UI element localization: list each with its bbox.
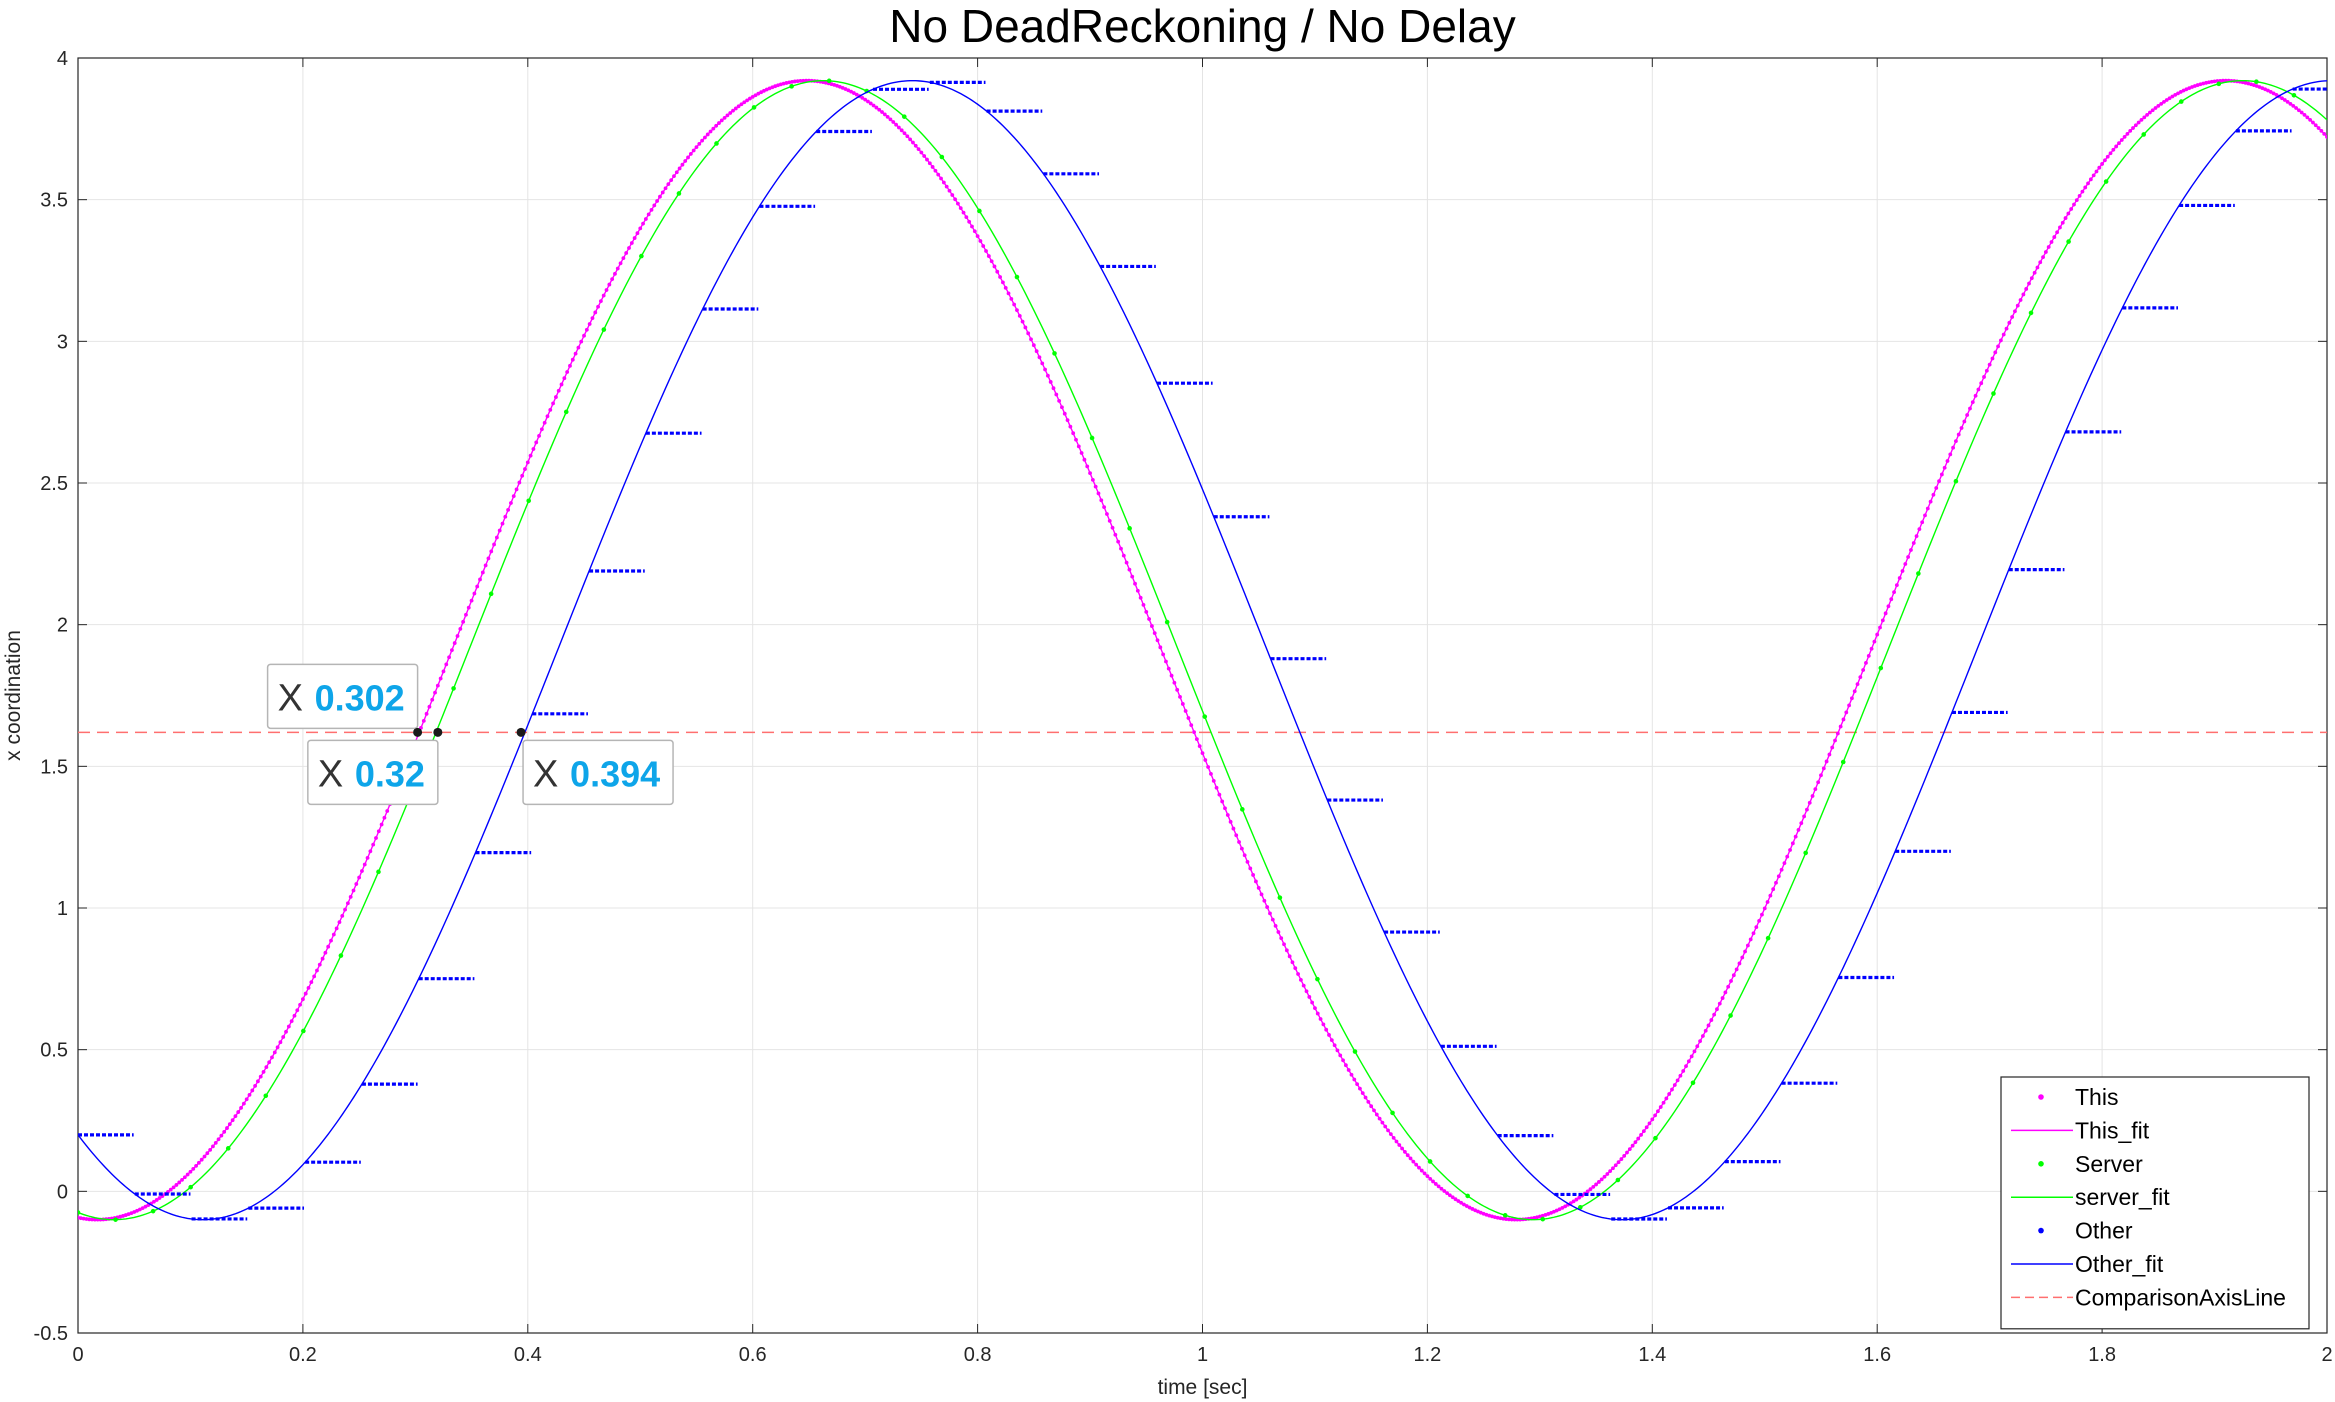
axes: 0 0.2 0.4 0.6 0.8 1 1.2 1.4 1.6 1.8 2-0.500.511.52…: [34, 48, 2333, 1366]
y-tick-label: 2: [57, 615, 68, 637]
y-tick-label: 0.5: [40, 1040, 68, 1062]
legend-label-comparisonaxisline: ComparisonAxisLine: [2075, 1284, 2286, 1310]
legend-item-server-fit[interactable]: server_fit: [2011, 1184, 2170, 1210]
y-tick-label: 0: [57, 1181, 68, 1203]
chart-title: No DeadReckoning / No Delay: [889, 0, 1515, 52]
datatip-box: [307, 739, 439, 806]
x-tick-label: 1.2: [1413, 1344, 1441, 1366]
y-tick-label: 3: [57, 331, 68, 353]
legend-item-this-fit[interactable]: This_fit: [2011, 1117, 2150, 1143]
datatip-box: [266, 663, 419, 730]
legend-item-comparisonaxisline[interactable]: ComparisonAxisLine: [2011, 1284, 2286, 1310]
legend-item-this[interactable]: This: [2038, 1084, 2118, 1110]
datatips: X 0.302 X 0.32 X 0.394: [266, 663, 674, 806]
y-axis-title: x coordination: [2, 630, 25, 761]
y-tick-label: 2.5: [40, 473, 68, 495]
legend-label-other: Other: [2075, 1218, 2133, 1244]
x-tick-label: 1.6: [1863, 1344, 1891, 1366]
datatip-marker: [433, 727, 443, 737]
datatip-value: 0.32: [355, 753, 425, 794]
legend-item-other-fit[interactable]: Other_fit: [2011, 1251, 2164, 1277]
y-tick-label: 1: [57, 898, 68, 920]
x-tick-label: 1.8: [2088, 1344, 2116, 1366]
datatip-value: 0.302: [315, 677, 405, 718]
datatip: X 0.302: [266, 663, 423, 737]
y-tick-label: 3.5: [40, 190, 68, 212]
legend-item-server[interactable]: Server: [2038, 1151, 2143, 1177]
legend-label-server-fit: server_fit: [2075, 1184, 2170, 1210]
x-axis-title: time [sec]: [1158, 1376, 1248, 1399]
datatip-prefix: X: [533, 753, 558, 795]
datatip: X 0.32: [307, 727, 443, 806]
datatip-marker: [516, 727, 526, 737]
datatip-box: [522, 739, 674, 806]
other-fit-line: [78, 79, 2327, 1221]
legend-box: [2000, 1076, 2310, 1330]
legend-label-server: Server: [2075, 1151, 2143, 1177]
x-tick-label: 2: [2321, 1344, 2332, 1366]
legend-item-other[interactable]: Other: [2038, 1218, 2133, 1244]
y-tick-label: 4: [57, 48, 68, 70]
x-tick-label: 0: [72, 1344, 83, 1366]
x-tick-label: 1.4: [1638, 1344, 1666, 1366]
x-tick-label: 0.2: [289, 1344, 317, 1366]
datatip-value: 0.394: [570, 753, 660, 794]
legend-marker-server: [2038, 1161, 2044, 1167]
datatip-prefix: X: [278, 677, 303, 719]
y-tick-label: 1.5: [40, 756, 68, 778]
this-fit-line: [78, 79, 2327, 1221]
datatip-prefix: X: [318, 753, 343, 795]
legend-marker-other: [2038, 1227, 2044, 1234]
x-tick-label: 0.8: [964, 1344, 992, 1366]
datatip: X 0.394: [516, 727, 674, 806]
legend[interactable]: This This_fit Server server_fit Other Other_f…: [2000, 1076, 2310, 1330]
legend-marker-this: [2038, 1094, 2044, 1100]
x-tick-label: 0.6: [739, 1344, 767, 1366]
y-tick-label: -0.5: [34, 1323, 68, 1345]
x-tick-label: 1: [1197, 1344, 1208, 1366]
legend-label-this-fit: This_fit: [2075, 1117, 2150, 1143]
legend-label-other-fit: Other_fit: [2075, 1251, 2164, 1277]
datatip-marker: [413, 727, 423, 737]
axes-box: [77, 57, 2328, 1334]
legend-label-this: This: [2075, 1084, 2118, 1110]
x-tick-label: 0.4: [514, 1344, 542, 1366]
server-fit-line: [78, 79, 2327, 1221]
